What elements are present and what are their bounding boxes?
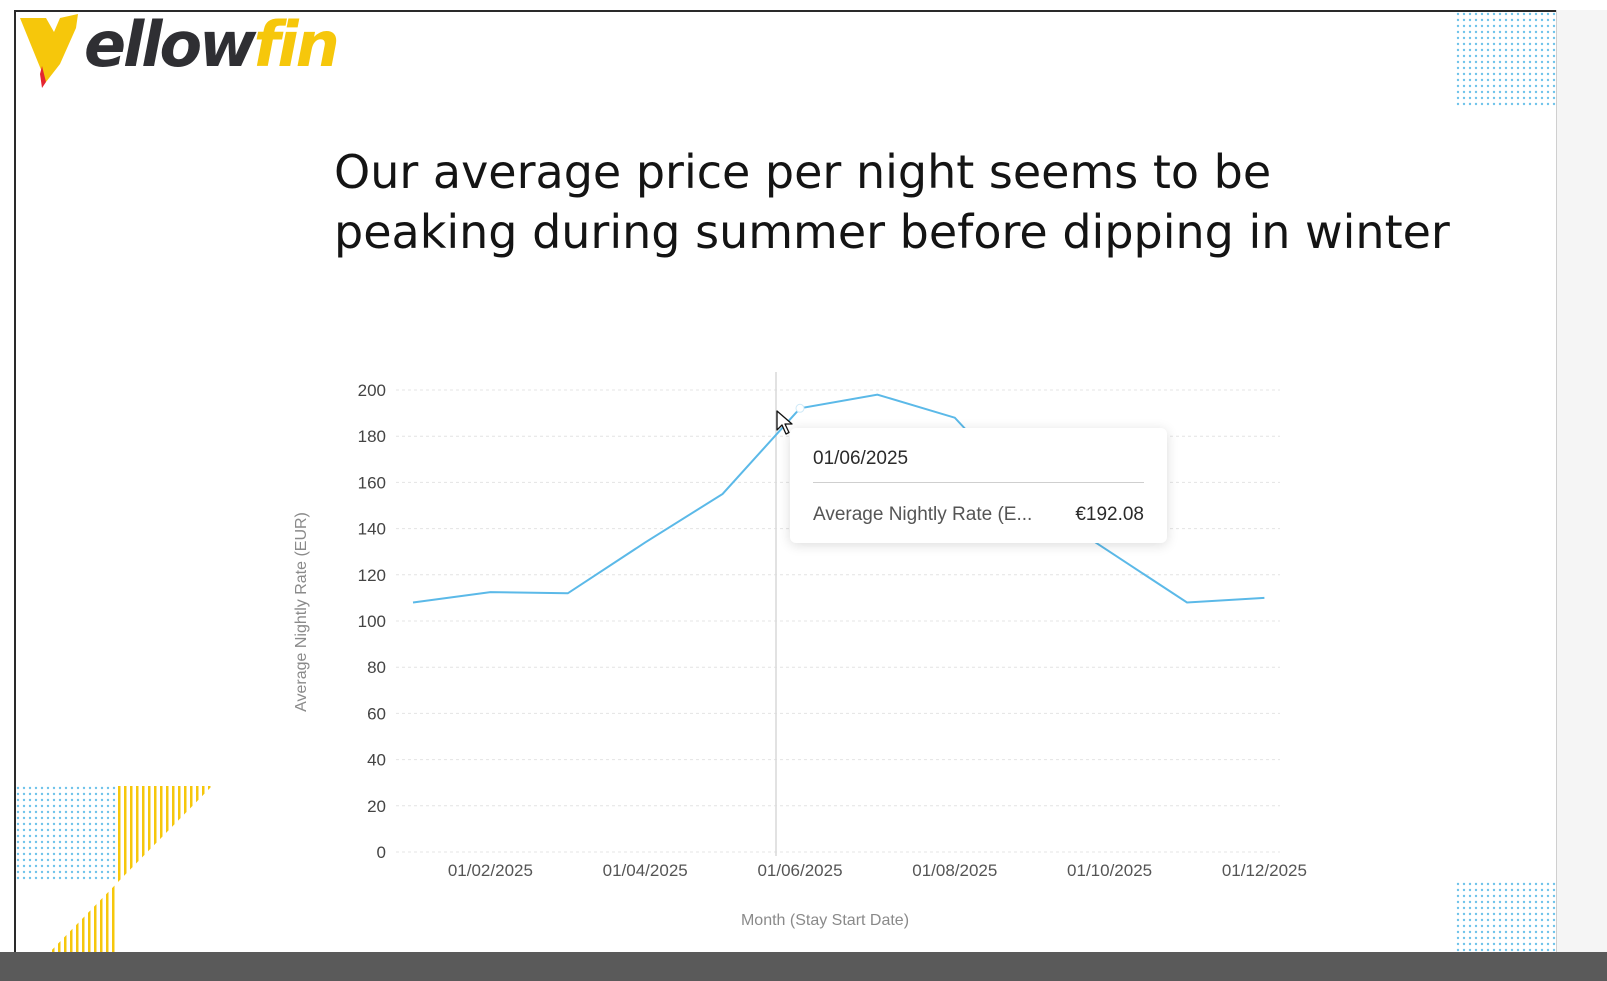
decorative-stripes-bottom-left [16, 786, 212, 956]
y-tick-label: 80 [367, 658, 386, 677]
tooltip-value: €192.08 [1075, 504, 1144, 525]
data-point[interactable] [643, 540, 647, 544]
tooltip-series-label: Average Nightly Rate (E... [813, 504, 1033, 525]
x-tick-label: 01/12/2025 [1222, 861, 1307, 880]
logo-text-dark: ellow [84, 10, 256, 81]
tooltip-date: 01/06/2025 [813, 448, 909, 469]
dot-pattern-top-right [1456, 12, 1556, 108]
data-point[interactable] [875, 393, 879, 397]
logo-text-yellow: fin [253, 10, 339, 81]
data-point[interactable] [1185, 601, 1189, 605]
x-tick-label: 01/10/2025 [1067, 861, 1152, 880]
x-tick-label: 01/06/2025 [757, 861, 842, 880]
logo-wordmark: ellowfin [84, 14, 340, 76]
data-point[interactable] [1108, 550, 1112, 554]
x-tick-label: 01/04/2025 [603, 861, 688, 880]
y-tick-label: 60 [367, 704, 386, 723]
y-axis-label: Average Nightly Rate (EUR) [293, 512, 310, 712]
data-point[interactable] [795, 403, 805, 413]
y-tick-label: 200 [358, 381, 386, 400]
x-tick-label: 01/02/2025 [448, 861, 533, 880]
y-tick-label: 140 [358, 520, 386, 539]
slide-title-line-2: peaking during summer before dipping in … [334, 205, 1450, 259]
slide-title: Our average price per night seems to be … [334, 142, 1484, 262]
chart-tooltip: 01/06/2025 Average Nightly Rate (E... €1… [790, 428, 1167, 543]
data-point[interactable] [411, 601, 415, 605]
x-axis-label: Month (Stay Start Date) [741, 912, 909, 929]
slide: ellowfin Our average price per night see… [14, 10, 1558, 956]
y-axis-ticks: 0 20 40 60 80 100 120 140 160 180 200 [358, 381, 386, 862]
x-axis-ticks: 01/02/2025 01/04/2025 01/06/2025 01/08/2025… [448, 861, 1307, 880]
bottom-bar [0, 952, 1607, 981]
series-line-average-nightly-rate[interactable] [412, 393, 1265, 604]
y-tick-label: 40 [367, 751, 386, 770]
series-points [411, 393, 1266, 605]
y-tick-label: 180 [358, 427, 386, 446]
y-tick-label: 160 [358, 473, 386, 492]
data-point[interactable] [488, 590, 492, 594]
slide-title-line-1: Our average price per night seems to be [334, 145, 1272, 199]
dot-pattern-bottom-right [1456, 882, 1556, 956]
tooltip-divider [813, 482, 1144, 483]
yellowfin-logo: ellowfin [16, 12, 340, 107]
data-point[interactable] [721, 492, 725, 496]
data-point[interactable] [1262, 596, 1266, 600]
logo-mark-icon [20, 14, 78, 88]
y-tick-label: 0 [377, 843, 386, 862]
data-point[interactable] [566, 591, 570, 595]
y-tick-label: 20 [367, 797, 386, 816]
x-tick-label: 01/08/2025 [912, 861, 997, 880]
y-tick-label: 100 [358, 612, 386, 631]
window-edge [1556, 10, 1607, 954]
data-point[interactable] [953, 416, 957, 420]
y-tick-label: 120 [358, 566, 386, 585]
mouse-pointer-icon [776, 410, 793, 435]
